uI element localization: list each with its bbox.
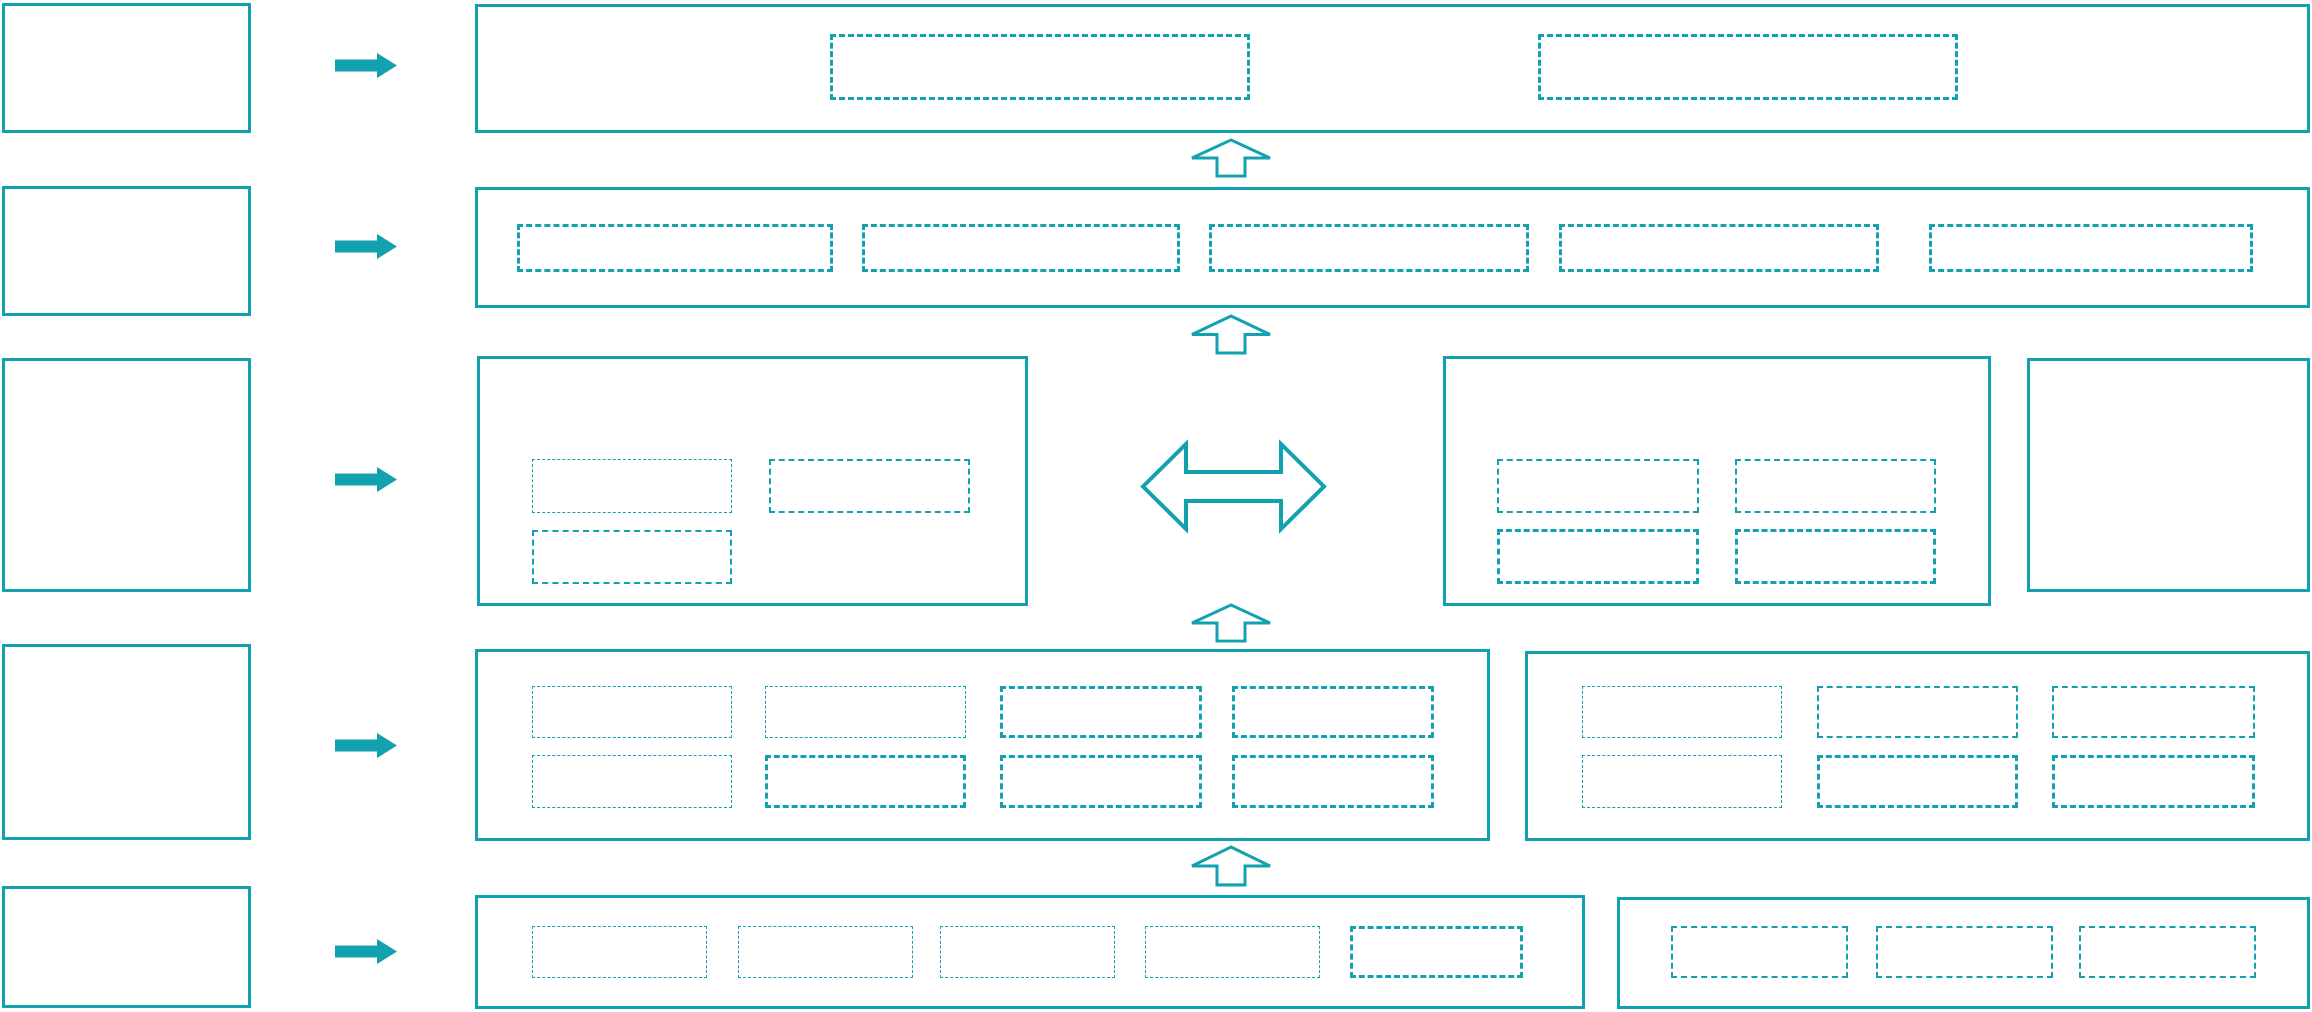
layer-3-right-item-1	[1497, 459, 1699, 513]
layer-3-left-item-2	[769, 459, 970, 513]
layer-4-flow-arrow-icon	[335, 732, 398, 759]
layer-4-right-item-3	[2052, 686, 2255, 738]
layer-3-left-panel	[477, 356, 1028, 606]
up-arrow-icon-1	[1190, 138, 1272, 178]
layer-5-flow-arrow-icon	[335, 938, 398, 965]
layer-5-right-item-3	[2079, 926, 2256, 978]
layer-5-left-item-1	[532, 926, 707, 978]
up-arrow-icon-2	[1190, 314, 1272, 355]
layer-2-item-1	[517, 224, 833, 272]
layer-5-left-item-5	[1350, 926, 1523, 978]
layer-4-left-item-6	[765, 755, 966, 808]
layer-5-left-item-2	[738, 926, 913, 978]
layer-3-side-box	[2027, 358, 2310, 592]
layer-4-right-item-1	[1582, 686, 1782, 738]
layer-4-right-item-6	[2052, 755, 2255, 808]
layer-5-left-item-4	[1145, 926, 1320, 978]
layer-1-item-2	[1538, 34, 1958, 100]
layer-3-right-item-2	[1735, 459, 1936, 513]
layer-4-right-item-5	[1817, 755, 2018, 808]
layer-4-left-item-3	[1000, 686, 1202, 738]
layer-1-flow-arrow-icon	[335, 52, 398, 79]
layer-2-flow-arrow-icon	[335, 233, 398, 260]
layer-3-right-item-4	[1735, 529, 1936, 584]
layer-4-left-item-8	[1232, 755, 1434, 808]
layer-2-label-box	[2, 186, 251, 316]
layer-4-left-item-4	[1232, 686, 1434, 738]
layer-2-item-3	[1209, 224, 1529, 272]
layer-2-panel	[475, 187, 2310, 308]
bidirectional-arrow-icon	[1140, 438, 1327, 535]
layer-4-label-box	[2, 644, 251, 840]
layer-2-item-4	[1559, 224, 1879, 272]
layer-4-left-item-2	[765, 686, 966, 738]
up-arrow-icon-3	[1190, 603, 1272, 643]
layer-4-left-item-1	[532, 686, 732, 738]
layer-5-label-box	[2, 886, 251, 1008]
layer-3-flow-arrow-icon	[335, 466, 398, 493]
layer-4-right-item-4	[1582, 755, 1782, 808]
up-arrow-icon-4	[1190, 845, 1272, 887]
layer-4-right-item-2	[1817, 686, 2018, 738]
layer-5-right-item-1	[1671, 926, 1848, 978]
layer-2-item-5	[1929, 224, 2253, 272]
layer-2-item-2	[862, 224, 1180, 272]
layer-3-label-box	[2, 358, 251, 592]
layer-5-left-panel	[475, 895, 1585, 1009]
layer-3-right-item-3	[1497, 529, 1699, 584]
layer-3-left-item-1	[532, 459, 732, 513]
layer-5-right-item-2	[1876, 926, 2053, 978]
layer-5-right-panel	[1617, 897, 2310, 1009]
layer-5-left-item-3	[940, 926, 1115, 978]
layer-3-left-item-3	[532, 530, 732, 584]
layer-4-right-panel	[1525, 651, 2310, 841]
layer-1-item-1	[830, 34, 1250, 100]
layer-1-label-box	[2, 3, 251, 133]
layer-3-right-panel	[1443, 356, 1991, 606]
layer-4-left-item-7	[1000, 755, 1202, 808]
layer-4-left-panel	[475, 649, 1490, 841]
layer-1-panel	[475, 4, 2310, 133]
layer-4-left-item-5	[532, 755, 732, 808]
